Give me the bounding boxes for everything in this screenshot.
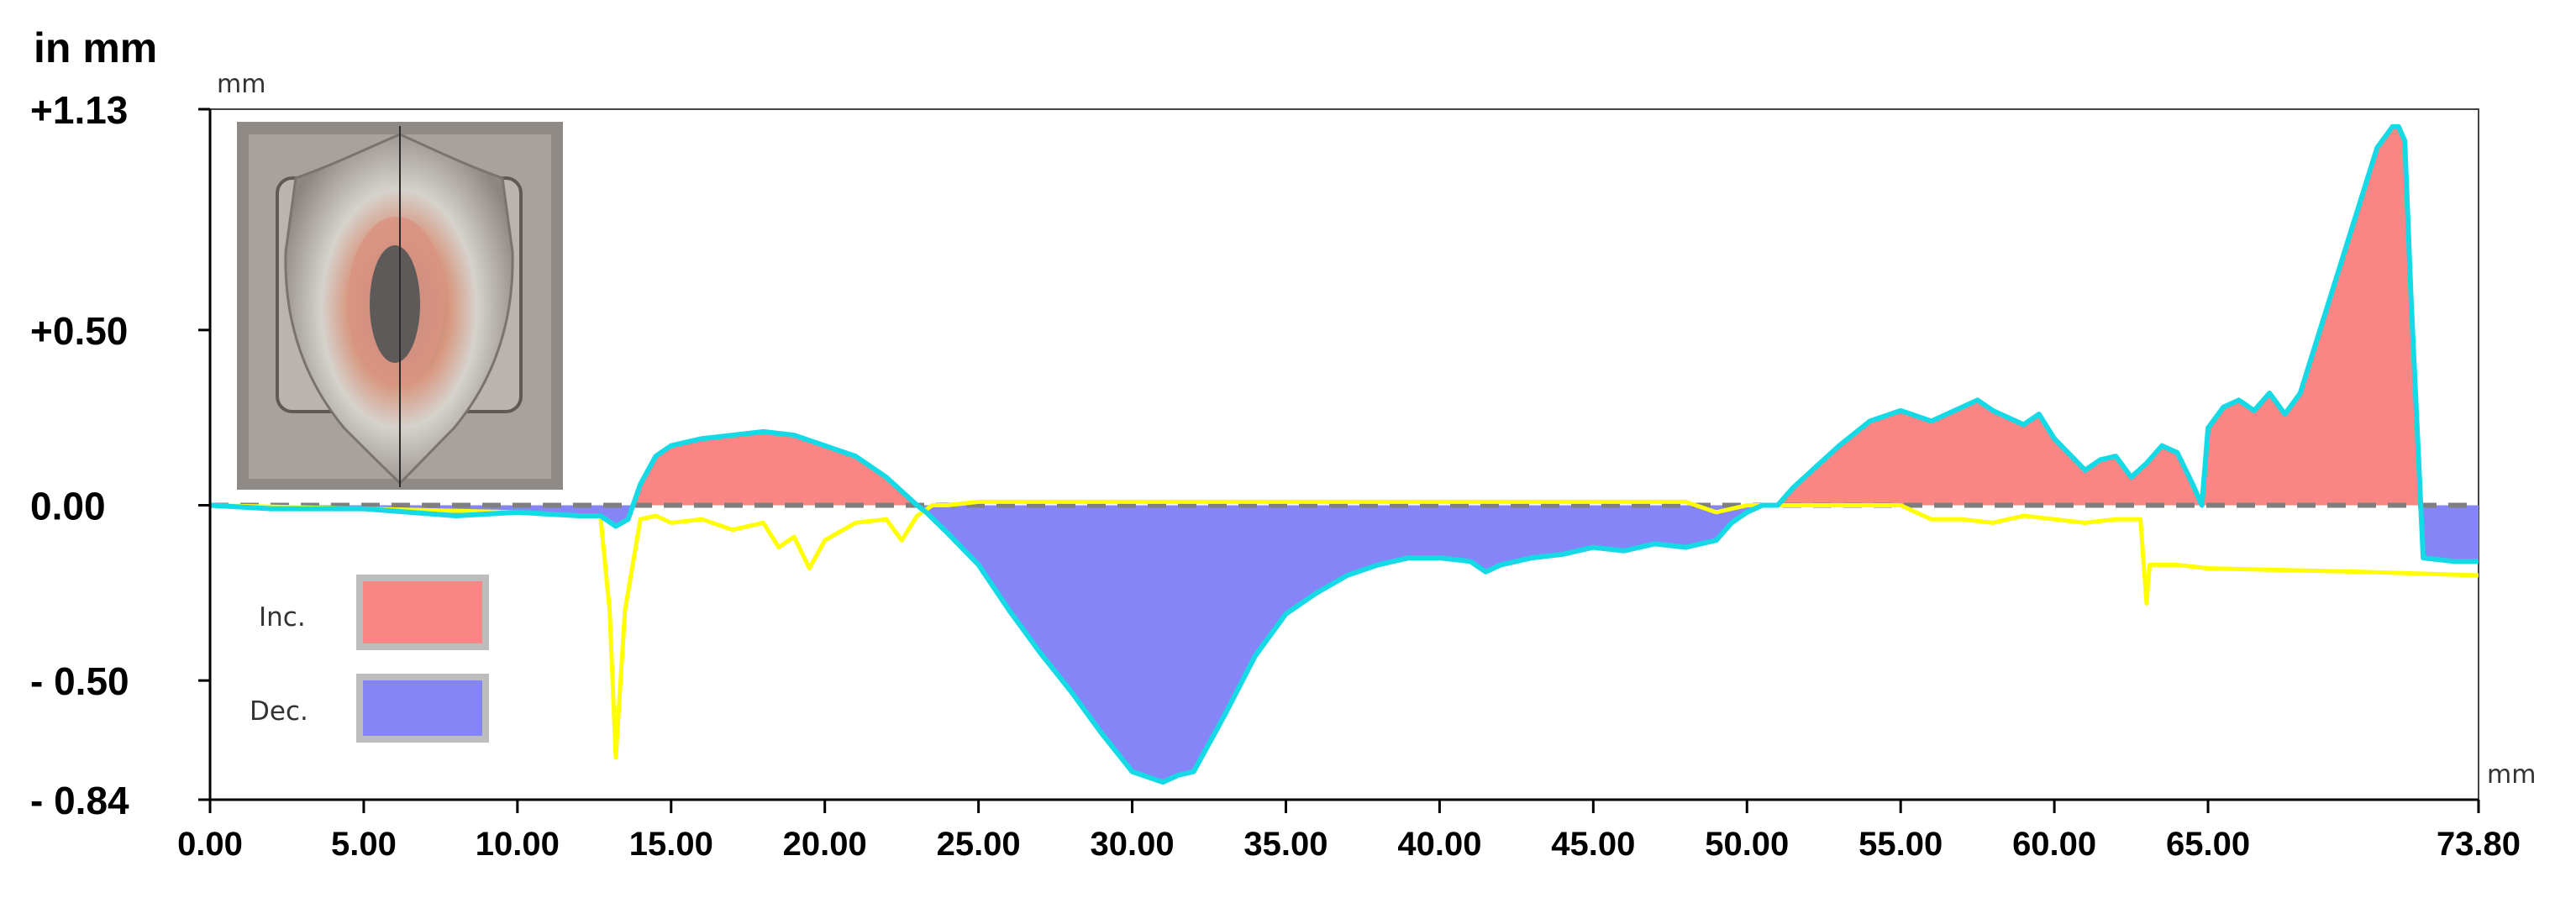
y-axis-title: in mm <box>34 24 157 71</box>
y-tick-label: - 0.84 <box>30 779 129 822</box>
x-tick-label: 5.00 <box>331 826 397 863</box>
inner-profile-line <box>210 499 2479 760</box>
y-axis-unit: mm <box>217 70 265 99</box>
x-tick-label: 73.80 <box>2437 826 2521 863</box>
x-tick-label: 30.00 <box>1091 826 1175 863</box>
profile-layer <box>210 123 2479 785</box>
x-tick-label: 60.00 <box>2012 826 2096 863</box>
y-ticks: +1.13 +0.50 0.00 - 0.50 - 0.84 <box>30 88 210 822</box>
x-tick-label: 25.00 <box>937 826 1021 863</box>
legend: Inc. Dec. <box>250 575 489 743</box>
legend-label-dec: Dec. <box>250 696 308 727</box>
legend-swatch-inc <box>356 575 489 650</box>
x-tick-label: 0.00 <box>177 826 243 863</box>
x-tick-label: 55.00 <box>1858 826 1943 863</box>
x-tick-label: 40.00 <box>1397 826 1481 863</box>
decrease-area <box>210 505 2479 783</box>
outer-profile-line <box>210 123 2479 785</box>
x-tick-label: 35.00 <box>1243 826 1327 863</box>
x-tick-label: 65.00 <box>2166 826 2250 863</box>
x-tick-label: 15.00 <box>629 826 713 863</box>
plot-area <box>209 108 2479 801</box>
x-tick-label: 10.00 <box>476 826 560 863</box>
x-tick-label: 50.00 <box>1705 826 1789 863</box>
legend-swatch-dec <box>356 674 489 743</box>
worn-specimen-photo <box>237 122 563 490</box>
x-ticks: 0.00 5.00 10.00 15.00 20.00 25.00 30.00 35.00 40… <box>177 800 2521 863</box>
y-tick-label: +1.13 <box>30 88 128 132</box>
legend-label-inc: Inc. <box>259 602 306 633</box>
fill-layer <box>210 126 2479 783</box>
x-tick-label: 20.00 <box>783 826 867 863</box>
x-axis-unit: mm <box>2487 760 2536 790</box>
increase-area <box>633 126 2421 506</box>
x-tick-label: 45.00 <box>1551 826 1635 863</box>
y-tick-label: 0.00 <box>30 485 106 528</box>
y-tick-label: +0.50 <box>30 309 128 353</box>
y-tick-label: - 0.50 <box>30 659 129 703</box>
